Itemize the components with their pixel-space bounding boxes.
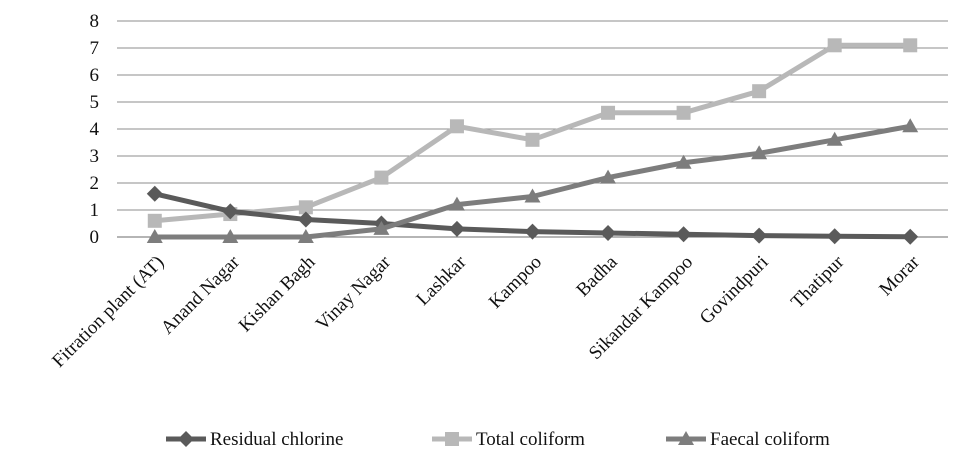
- series-total-coliform: [147, 38, 918, 228]
- data-point: [525, 132, 540, 147]
- data-point: [902, 118, 919, 133]
- data-point: [524, 223, 541, 240]
- data-point: [751, 227, 768, 244]
- x-tick-label: Govindpuri: [696, 252, 773, 329]
- data-point: [600, 224, 617, 241]
- legend-label: Residual chlorine: [210, 429, 344, 450]
- legend: Residual chlorine Total coliform Faecal co…: [166, 429, 830, 450]
- data-point: [675, 154, 692, 169]
- data-point: [827, 38, 842, 53]
- x-tick-label: Badha: [572, 251, 622, 301]
- y-tick-label: 4: [90, 119, 100, 140]
- data-point: [222, 203, 239, 220]
- legend-item: Residual chlorine: [166, 429, 344, 450]
- y-tick-label: 2: [90, 173, 100, 194]
- x-tick-label: Kampoo: [485, 252, 546, 313]
- legend-label: Faecal coliform: [710, 429, 830, 450]
- data-point: [902, 228, 919, 245]
- y-tick-label: 1: [90, 200, 100, 221]
- data-point: [675, 226, 692, 243]
- data-point: [448, 220, 465, 237]
- data-point: [676, 105, 691, 120]
- data-point: [222, 229, 239, 243]
- data-point: [601, 105, 616, 120]
- x-tick-label: Thatipur: [787, 251, 849, 313]
- x-tick-label: Vinay Nagar: [312, 251, 396, 335]
- data-point: [147, 213, 162, 228]
- data-point: [146, 229, 163, 243]
- series-lines: [146, 38, 919, 245]
- legend-marker: [445, 432, 459, 446]
- legend-label: Total coliform: [476, 429, 585, 450]
- x-tick-label: Fitration plant (AT): [48, 252, 168, 372]
- x-tick-label: Anand Nagar: [157, 251, 244, 338]
- data-point: [449, 119, 464, 134]
- series-faecal-coliform: [146, 118, 919, 243]
- data-point: [752, 84, 767, 99]
- data-point: [524, 188, 541, 203]
- legend-marker: [178, 431, 194, 447]
- data-point: [146, 185, 163, 202]
- y-tick-label: 5: [90, 92, 100, 113]
- data-point: [373, 220, 390, 235]
- y-tick-label: 8: [90, 11, 100, 32]
- legend-item: Total coliform: [432, 429, 585, 450]
- data-point: [826, 228, 843, 245]
- y-tick-label: 3: [90, 146, 100, 167]
- x-tick-label: Morar: [875, 251, 924, 300]
- data-point: [297, 229, 314, 243]
- data-point: [297, 211, 314, 228]
- data-point: [374, 170, 389, 185]
- y-axis-ticks: 0 1 2 3 4 5 6 7 8: [90, 11, 100, 248]
- data-point: [826, 131, 843, 146]
- data-point: [298, 200, 313, 215]
- data-point: [448, 196, 465, 211]
- y-tick-label: 7: [90, 38, 100, 59]
- x-tick-label: Lashkar: [412, 251, 471, 310]
- y-tick-label: 6: [90, 65, 100, 86]
- x-tick-label: Kishan Bagh: [235, 251, 320, 336]
- legend-marker: [678, 431, 694, 445]
- y-tick-label: 0: [90, 227, 100, 248]
- data-point: [751, 145, 768, 160]
- legend-item: Faecal coliform: [666, 429, 830, 450]
- data-point: [903, 38, 918, 53]
- data-point: [600, 169, 617, 184]
